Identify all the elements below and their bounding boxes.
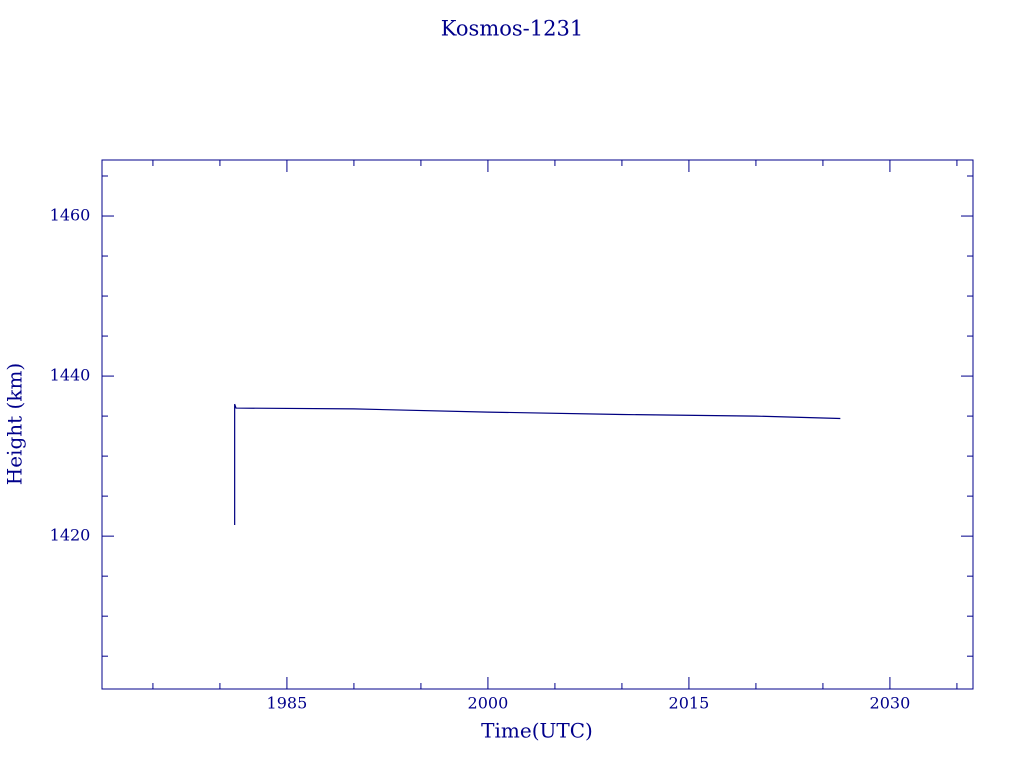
x-tick-label: 2030 (870, 694, 911, 713)
y-tick-label: 1440 (50, 366, 91, 385)
data-line (234, 403, 841, 525)
x-axis-label: Time(UTC) (481, 719, 593, 743)
y-axis-label: Height (km) (3, 363, 27, 485)
y-tick-label: 1460 (50, 206, 91, 225)
y-tick-label: 1420 (50, 526, 91, 545)
plot-frame (101, 159, 974, 690)
chart-title: Kosmos-1231 (441, 17, 583, 41)
x-tick-label: 1985 (267, 694, 308, 713)
x-tick-label: 2015 (669, 694, 710, 713)
x-tick-label: 2000 (468, 694, 509, 713)
